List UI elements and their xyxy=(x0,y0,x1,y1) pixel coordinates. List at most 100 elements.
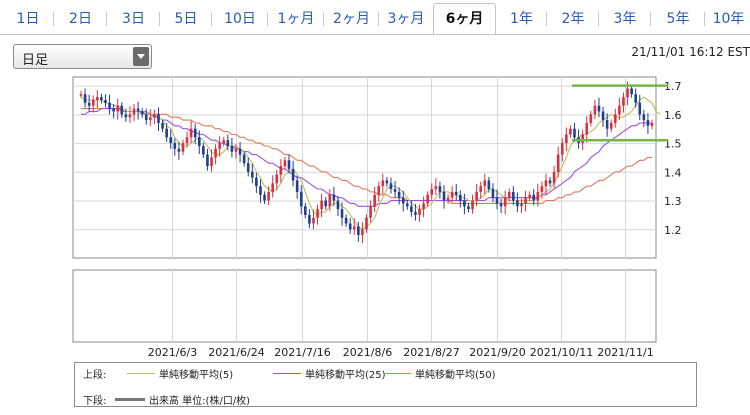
tab-period-9[interactable]: 6ヶ月 xyxy=(433,3,496,35)
candle-body xyxy=(410,206,413,213)
candle-body xyxy=(226,140,230,146)
candle-body xyxy=(389,183,393,190)
chevron-down-icon[interactable] xyxy=(133,47,149,66)
candle-body xyxy=(495,197,499,204)
y-tick-label: 1.3 xyxy=(664,195,682,208)
candle-body xyxy=(344,217,348,224)
candle-body xyxy=(479,186,482,192)
tab-separator xyxy=(53,12,54,26)
candle-body xyxy=(128,114,132,118)
legend-upper-label: 上段: xyxy=(83,370,107,381)
candle-body xyxy=(214,148,217,158)
candle-body xyxy=(442,191,446,201)
tab-separator xyxy=(211,12,212,26)
candle-body xyxy=(144,114,148,121)
candle-body xyxy=(140,111,144,115)
tab-period-10[interactable]: 1年 xyxy=(510,11,533,27)
candle-body xyxy=(316,209,319,218)
candle-body xyxy=(520,203,523,207)
tab-period-5[interactable]: 10日 xyxy=(224,11,256,27)
candle-body xyxy=(569,128,572,135)
candle-body xyxy=(108,102,111,109)
candle-body xyxy=(430,189,434,195)
legend-item-ma5: 単純移動平均(5) xyxy=(127,366,233,381)
candle-body xyxy=(104,99,107,103)
tab-period-4[interactable]: 5日 xyxy=(174,11,198,27)
y-tick-label: 1.4 xyxy=(664,166,682,179)
candle-body xyxy=(560,143,564,155)
candle-body xyxy=(193,128,197,138)
candle-body xyxy=(467,206,470,210)
candle-body xyxy=(393,189,397,192)
candle-body xyxy=(291,168,295,181)
tab-period-11[interactable]: 2年 xyxy=(561,11,585,27)
candle-body xyxy=(463,200,466,207)
tab-period-8[interactable]: 3ヶ月 xyxy=(387,11,425,27)
price-panel-frame xyxy=(72,76,657,259)
x-tick-label: 2021/10/11 xyxy=(530,346,593,359)
candle-body xyxy=(512,191,515,201)
candle-body xyxy=(299,191,303,207)
candle-body xyxy=(446,197,450,201)
candle-body xyxy=(79,94,83,96)
tab-separator xyxy=(598,12,599,26)
legend-swatch-ma25 xyxy=(273,373,301,374)
candle-body xyxy=(507,191,511,198)
candle-body xyxy=(459,194,462,201)
candle-body xyxy=(397,191,401,198)
tab-period-2[interactable]: 2日 xyxy=(69,11,92,27)
candle-body xyxy=(357,226,360,236)
candle-body xyxy=(605,120,609,129)
candle-body xyxy=(348,223,352,230)
candle-body xyxy=(377,186,381,195)
tab-period-13[interactable]: 5年 xyxy=(666,11,690,27)
tab-period-1[interactable]: 1日 xyxy=(16,11,40,27)
candle-body xyxy=(634,94,637,103)
candle-body xyxy=(210,157,213,167)
legend-item-ma50: 単純移動平均(50) xyxy=(383,366,496,381)
candle-body xyxy=(169,137,173,144)
candle-body xyxy=(565,134,568,144)
y-tick-label: 1.7 xyxy=(664,80,682,93)
candle-body xyxy=(385,180,389,184)
legend-item-ma25: 単純移動平均(25) xyxy=(273,366,386,381)
candle-period-dropdown[interactable]: 日足 xyxy=(13,44,152,69)
tab-period-6[interactable]: 1ヶ月 xyxy=(277,11,315,27)
candle-body xyxy=(401,197,405,204)
legend-label-volume: 出来高 単位:(株/口/枚) xyxy=(149,396,251,407)
candle-body xyxy=(308,214,311,224)
candle-body xyxy=(646,120,650,126)
tab-bar-underline xyxy=(0,34,750,35)
tab-period-14[interactable]: 10年 xyxy=(712,11,745,27)
tab-period-7[interactable]: 2ヶ月 xyxy=(333,11,370,27)
candle-body xyxy=(405,203,409,207)
candle-body xyxy=(483,180,487,187)
candle-body xyxy=(471,200,474,210)
x-tick-label: 2021/11/1 xyxy=(597,346,653,359)
candle-body xyxy=(336,200,340,210)
candle-body xyxy=(324,200,328,207)
legend-label-ma5: 単純移動平均(5) xyxy=(159,370,234,381)
candle-body xyxy=(242,154,246,164)
candle-body xyxy=(206,154,209,167)
candle-body xyxy=(381,180,385,187)
candle-body xyxy=(593,105,597,115)
candle-body xyxy=(418,209,421,215)
candle-body xyxy=(181,143,185,152)
candle-body xyxy=(491,189,495,198)
tab-separator xyxy=(106,12,107,26)
candle-body xyxy=(173,143,177,149)
candle-body xyxy=(234,148,238,152)
candle-body xyxy=(263,194,266,201)
ma25-line xyxy=(81,108,652,207)
tab-separator xyxy=(267,12,268,26)
candle-body xyxy=(369,206,372,218)
candle-body xyxy=(149,117,152,121)
tab-period-3[interactable]: 3日 xyxy=(122,11,145,27)
candle-body xyxy=(251,171,254,178)
legend-swatch-ma50 xyxy=(383,373,411,374)
tab-period-12[interactable]: 3年 xyxy=(613,11,637,27)
candle-body xyxy=(287,160,291,169)
legend-swatch-ma5 xyxy=(127,373,155,374)
tab-separator xyxy=(323,12,324,26)
